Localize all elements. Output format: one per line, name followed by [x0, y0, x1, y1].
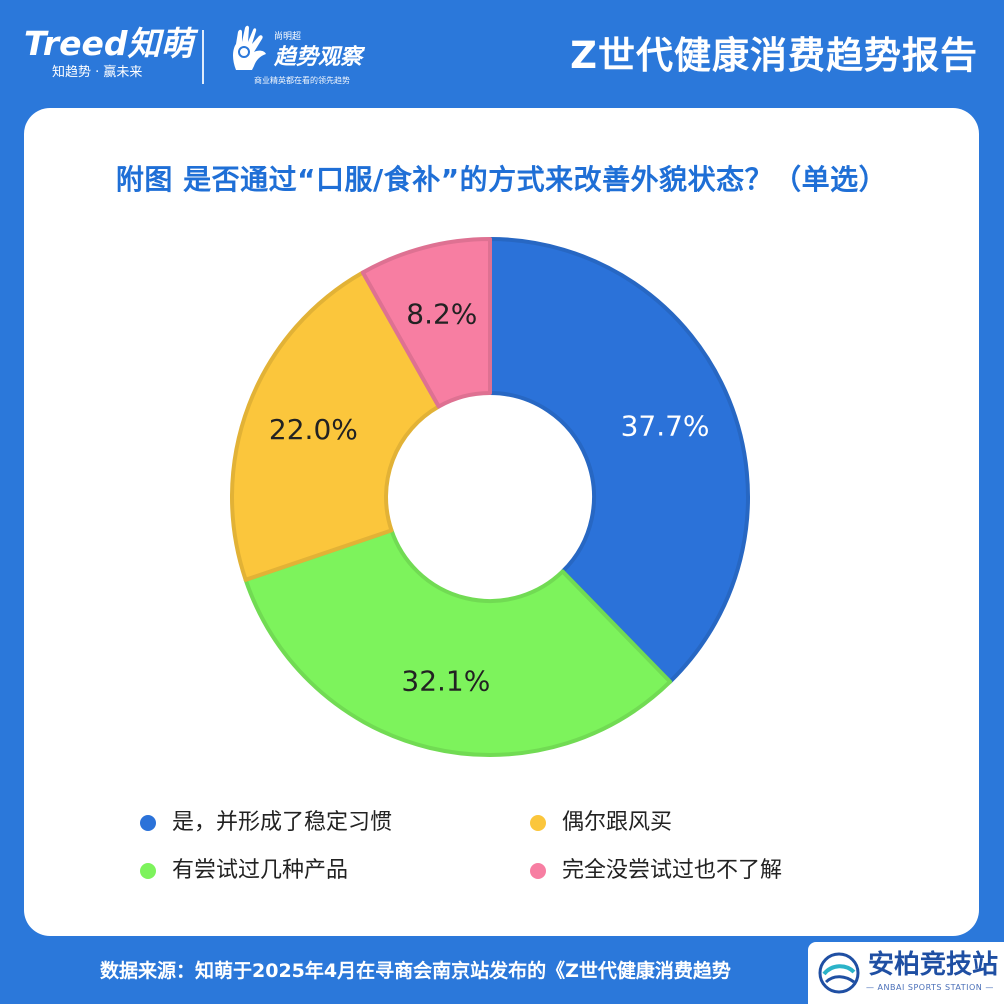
- partner-sup-text: 尚明超: [274, 32, 302, 42]
- treed-logo: Treed知萌 知趋势 · 赢未来: [24, 26, 194, 82]
- slice-value-label: 8.2%: [406, 298, 477, 331]
- legend-item: 完全没尝试过也不了解: [530, 856, 782, 886]
- brand-logo-text: Treed知萌: [24, 24, 194, 63]
- header-divider: [202, 30, 204, 84]
- partner-name: 趋势观察: [274, 44, 363, 70]
- watermark-subtitle: — ANBAI SPORTS STATION —: [866, 983, 994, 992]
- donut-slice: [360, 237, 492, 409]
- chart-title: 附图 是否通过“口服/食补”的方式来改善外貌状态？（单选）: [115, 163, 888, 196]
- legend-item: 是，并形成了稳定习惯: [140, 808, 392, 838]
- legend-swatch: [140, 863, 156, 879]
- ball-logo-icon: [818, 952, 860, 994]
- slice-value-label: 32.1%: [401, 664, 490, 697]
- chart-card: 附图 是否通过“口服/食补”的方式来改善外貌状态？（单选） 37.7% 32.1%…: [24, 108, 979, 936]
- donut-slice: [243, 528, 673, 757]
- trend-watch-logo: 尚明超 趋势观察 商业精英都在看的领先趋势: [228, 22, 378, 88]
- brand-tagline: 知趋势 · 赢未来: [52, 65, 143, 80]
- donut-slice: [488, 237, 750, 684]
- slice-value-label: 22.0%: [269, 413, 358, 446]
- donut-chart: 37.7% 32.1% 22.0% 8.2%: [230, 237, 750, 757]
- legend-swatch: [530, 815, 546, 831]
- legend-label: 是，并形成了稳定习惯: [172, 810, 393, 835]
- legend-label: 偶尔跟风买: [562, 810, 673, 835]
- partner-subtitle: 商业精英都在看的领先趋势: [254, 76, 350, 85]
- hand-icon: [233, 25, 266, 70]
- data-source-footer: 数据来源：知萌于2025年4月在寻商会南京站发布的《Z世代健康消费趋势: [100, 960, 731, 982]
- legend-swatch: [530, 863, 546, 879]
- header: Treed知萌 知趋势 · 赢未来 尚明超 趋势观察 商业精英都在看的领先趋势 …: [0, 0, 1004, 108]
- legend-label: 完全没尝试过也不了解: [562, 858, 783, 883]
- donut-slice: [230, 270, 441, 582]
- slice-value-label: 37.7%: [621, 409, 710, 442]
- legend-item: 偶尔跟风买: [530, 808, 672, 838]
- legend-item: 有尝试过几种产品: [140, 856, 348, 886]
- legend-swatch: [140, 815, 156, 831]
- legend-label: 有尝试过几种产品: [172, 858, 349, 883]
- chart-legend: 是，并形成了稳定习惯 偶尔跟风买有尝试过几种产品 完全没尝试过也不了解: [140, 808, 860, 898]
- watermark-name: 安柏竞技站: [868, 950, 999, 980]
- report-title: Z世代健康消费趋势报告: [570, 34, 978, 77]
- watermark-badge: 安柏竞技站 — ANBAI SPORTS STATION —: [808, 942, 1004, 1004]
